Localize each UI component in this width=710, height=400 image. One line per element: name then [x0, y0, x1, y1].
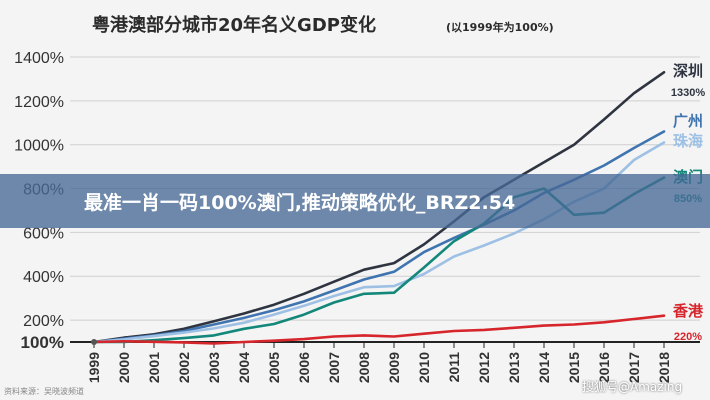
banner-text: 最准一肖一码100%澳门,推动策略优化_BRZ2.54 — [84, 192, 516, 214]
x-tick-label: 2016 — [596, 352, 612, 383]
y-tick-label: 600% — [23, 225, 64, 242]
x-tick-label: 2018 — [656, 352, 672, 383]
x-tick-label: 2004 — [236, 352, 252, 383]
x-tick-label: 2003 — [206, 352, 222, 383]
y-tick-label: 100% — [21, 333, 64, 352]
x-tick-label: 2013 — [506, 352, 522, 383]
series-value-label-0: 1330% — [671, 87, 705, 99]
x-tick-label: 2001 — [146, 352, 162, 383]
y-tick-label: 400% — [23, 269, 64, 286]
x-tick-label: 2014 — [536, 352, 552, 383]
x-tick-label: 2008 — [356, 352, 372, 383]
series-value-label-4: 220% — [674, 331, 702, 343]
overlay-banner: 最准一肖一码100%澳门,推动策略优化_BRZ2.54 — [0, 174, 710, 228]
x-tick-label: 2011 — [446, 352, 462, 383]
x-tick-label: 2000 — [116, 352, 132, 383]
x-tick-label: 2005 — [266, 352, 282, 383]
x-tick-label: 2010 — [416, 352, 432, 383]
x-tick-label: 2012 — [476, 352, 492, 383]
watermark: 搜狐号@Amazing — [582, 380, 683, 394]
series-name-label-4: 香港 — [673, 302, 704, 320]
x-tick-label: 2017 — [626, 352, 642, 383]
series-line-0 — [92, 71, 666, 344]
series-line-4 — [92, 314, 666, 345]
chart-title: 粤港澳部分城市20年名义GDP变化 — [92, 14, 376, 36]
source-note: 资料来源：吴晓波频道 — [4, 387, 84, 396]
origin-point — [91, 339, 97, 345]
x-tick-label: 2009 — [386, 352, 402, 383]
y-tick-label: 1200% — [14, 94, 64, 111]
x-axis-ticks: 1999 2000 2001 2002 2003 2004 2005 2006 2007 2008… — [86, 342, 672, 383]
y-tick-label: 200% — [23, 313, 64, 330]
y-tick-label: 1000% — [14, 138, 64, 155]
x-tick-label: 2007 — [326, 352, 342, 383]
chart-subtitle: (以1999年为100%) — [446, 20, 554, 34]
x-tick-label: 2002 — [176, 352, 192, 383]
x-tick-label: 2006 — [296, 352, 312, 383]
series-name-label-1: 广州 — [673, 112, 703, 130]
x-tick-label: 2015 — [566, 352, 582, 383]
y-tick-label: 1400% — [14, 50, 64, 67]
series-name-label-0: 深圳 — [673, 62, 703, 80]
series-name-label-2: 珠海 — [673, 132, 703, 150]
x-tick-label: 1999 — [86, 352, 102, 383]
